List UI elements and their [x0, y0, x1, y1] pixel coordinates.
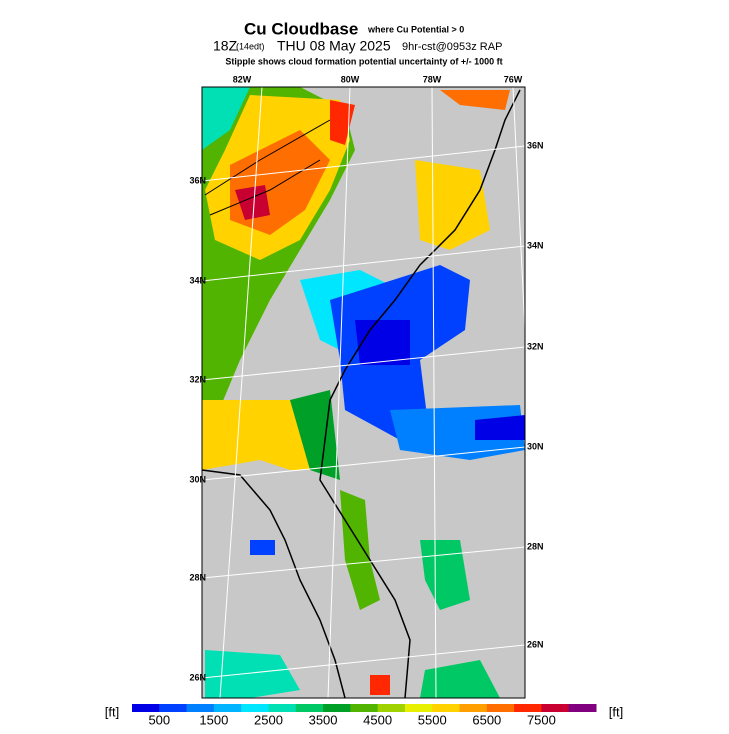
field: [420, 660, 500, 698]
lat-label: 26N: [527, 639, 544, 649]
lat-label: 30N: [189, 474, 206, 484]
colorbar-swatch: [568, 704, 597, 712]
lat-label: 32N: [189, 374, 206, 384]
colorbar-swatch: [486, 704, 515, 712]
colorbar-swatch: [323, 704, 351, 712]
lon-label: 78W: [423, 74, 442, 84]
graticule: [512, 86, 526, 331]
coastline: [201, 469, 346, 699]
lon-label: 82W: [233, 74, 252, 84]
lat-label: 28N: [189, 572, 206, 582]
field: [440, 90, 510, 110]
field: [202, 87, 250, 150]
colorbar-swatch: [268, 704, 297, 712]
colorbar-label: 5500: [418, 712, 447, 727]
field: [205, 650, 300, 698]
colorbar-swatch: [514, 704, 542, 712]
lon-label: 80W: [341, 74, 360, 84]
graticule: [431, 86, 437, 699]
field: [340, 490, 380, 610]
lat-label: 26N: [189, 672, 206, 682]
colorbar-label: 3500: [309, 712, 338, 727]
graticule: [201, 546, 526, 579]
colorbar-label: 6500: [472, 712, 501, 727]
field: [250, 540, 275, 555]
colorbar-swatch: [186, 704, 215, 712]
colorbar-swatch: [241, 704, 269, 712]
colorbar-swatch: [404, 704, 433, 712]
colorbar-swatch: [377, 704, 406, 712]
subtitle: Stipple shows cloud formation potential …: [225, 56, 502, 66]
field: [355, 320, 410, 365]
field: [370, 675, 390, 695]
model: 9hr-cst@0953z RAP: [402, 41, 502, 53]
graticule: [327, 86, 351, 699]
colorbar-label: 1500: [199, 712, 228, 727]
lat-label: 28N: [527, 541, 544, 551]
graticule: [219, 86, 263, 699]
lat-label: 36N: [189, 175, 206, 185]
lat-label: 30N: [527, 441, 544, 451]
title: Cu Cloudbase: [244, 19, 358, 38]
field: [290, 390, 340, 480]
run-time: 18Z: [213, 38, 238, 54]
colorbar-swatch: [350, 704, 379, 712]
lat-label: 36N: [527, 140, 544, 150]
field: [475, 415, 525, 440]
local-time: (14edt): [236, 41, 265, 51]
colorbar-label: 4500: [363, 712, 392, 727]
colorbar-swatch: [295, 704, 324, 712]
title-note: where Cu Potential > 0: [367, 24, 464, 34]
lat-label: 32N: [527, 341, 544, 351]
colorbar-swatch: [132, 704, 160, 712]
graticule: [201, 346, 526, 381]
field: [420, 540, 470, 610]
map-frame: [201, 86, 526, 699]
graticule: [201, 446, 526, 481]
lon-label: 76W: [504, 74, 523, 84]
map: [201, 86, 526, 699]
colorbar-swatch: [459, 704, 488, 712]
colorbar-swatch: [213, 704, 242, 712]
colorbar-unit: [ft]: [105, 704, 119, 719]
lat-label: 34N: [527, 240, 544, 250]
colorbar-label: 7500: [527, 712, 556, 727]
colorbar-unit: [ft]: [609, 704, 623, 719]
coastline: [319, 89, 521, 699]
date: THU 08 May 2025: [277, 38, 391, 54]
colorbar-swatch: [159, 704, 188, 712]
colorbar-swatch: [432, 704, 461, 712]
lat-label: 34N: [189, 275, 206, 285]
graticule: [201, 644, 526, 679]
colorbar-label: 2500: [254, 712, 283, 727]
graticule: [201, 245, 526, 282]
colorbar-label: 500: [148, 712, 170, 727]
colorbar-swatch: [541, 704, 570, 712]
field: [415, 160, 490, 250]
